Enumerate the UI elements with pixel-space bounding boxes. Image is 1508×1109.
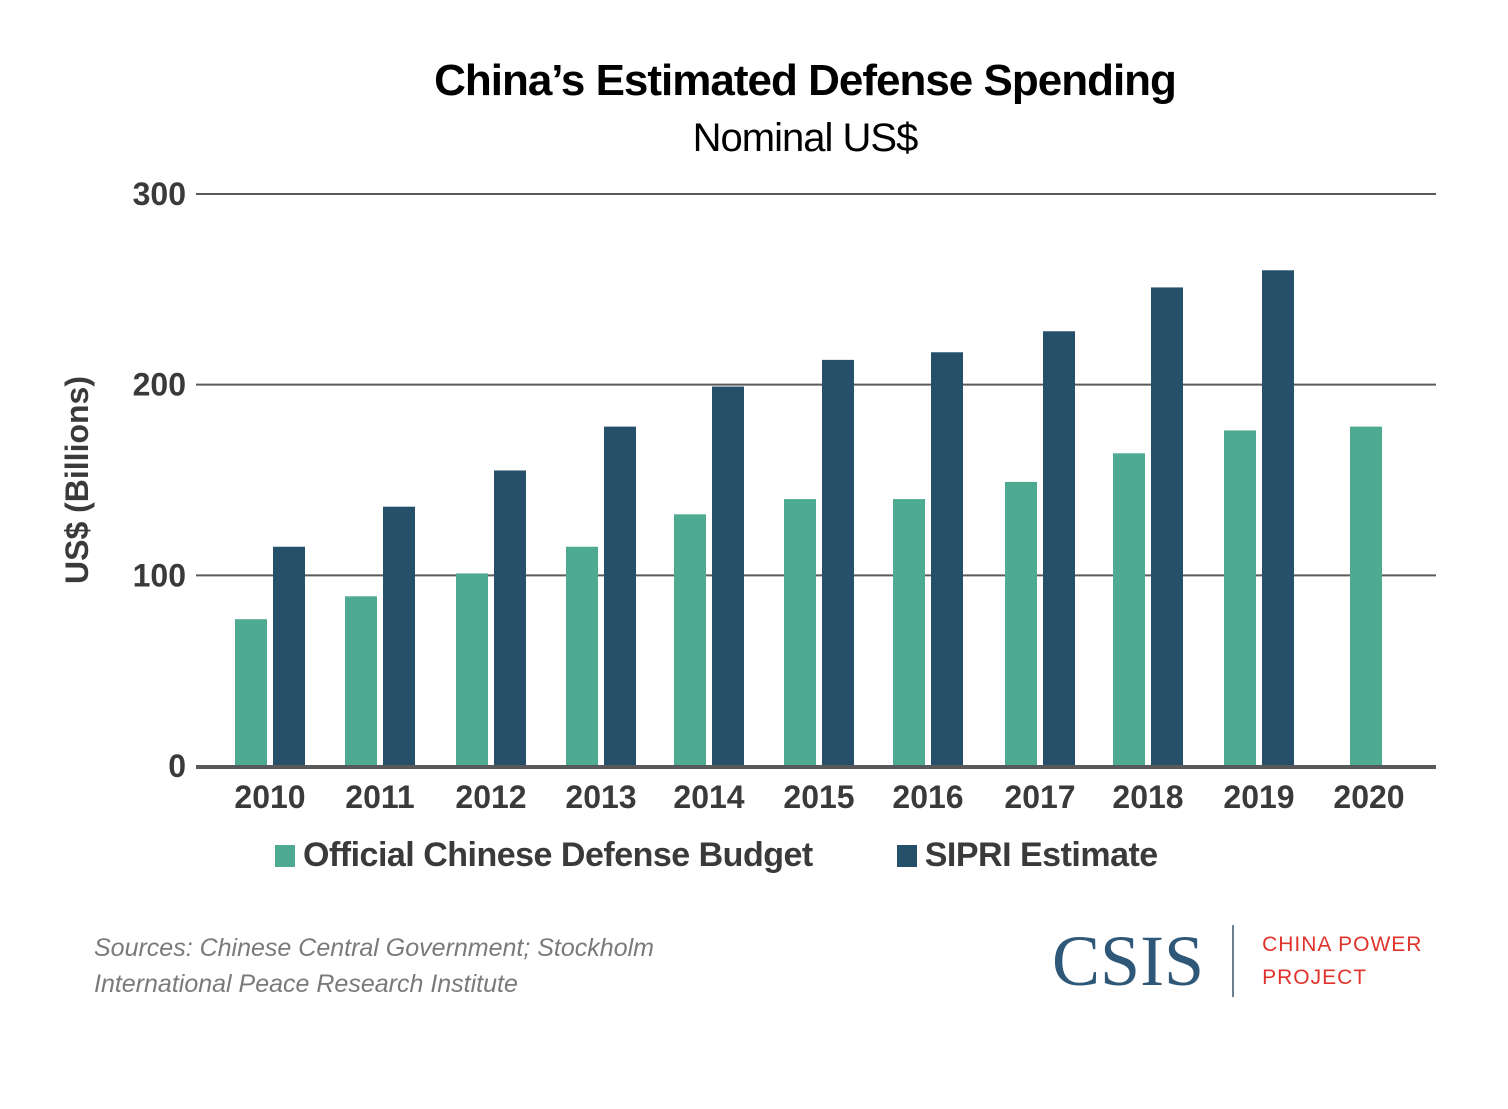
x-tick-label: 2010 (234, 779, 305, 815)
bar-official-2020 (1350, 426, 1382, 766)
project-line-2: PROJECT (1262, 966, 1368, 989)
bar-official-2019 (1224, 430, 1256, 766)
bar-official-2018 (1113, 453, 1145, 766)
bar-official-2011 (345, 596, 377, 766)
y-tick-label: 0 (168, 748, 186, 784)
bar-sipri-2018 (1151, 287, 1183, 766)
y-axis-label: US$ (Billions) (59, 376, 95, 584)
logo-csis-text: CSIS (1052, 921, 1205, 1001)
x-tick-label: 2011 (345, 779, 414, 815)
sources-note: Sources: Chinese Central Government; Sto… (94, 930, 654, 1002)
chart-title: China’s Estimated Defense Spending (434, 56, 1177, 105)
legend-item-official: Official Chinese Defense Budget (275, 836, 813, 875)
bar-official-2016 (893, 499, 925, 766)
bar-official-2010 (235, 619, 267, 766)
sources-line-2: International Peace Research Institute (94, 970, 518, 998)
legend: Official Chinese Defense Budget SIPRI Es… (275, 836, 1158, 875)
bar-sipri-2015 (822, 359, 854, 766)
x-tick-label: 2013 (565, 779, 636, 815)
legend-swatch-sipri (896, 844, 917, 867)
legend-swatch-official (275, 844, 295, 867)
bar-sipri-2014 (712, 386, 744, 766)
legend-label-official: Official Chinese Defense Budget (303, 836, 813, 874)
bar-official-2015 (784, 499, 816, 766)
bar-sipri-2016 (931, 352, 963, 766)
bar-official-2017 (1005, 481, 1037, 766)
logo-project-text: CHINA POWER PROJECT (1262, 928, 1422, 994)
x-tick-label: 2012 (455, 779, 526, 815)
sources-line-1: Sources: Chinese Central Government; Sto… (94, 934, 654, 962)
csis-logo: CSIS CHINA POWER PROJECT (1052, 925, 1422, 997)
bar-sipri-2013 (604, 426, 636, 766)
legend-label-sipri: SIPRI Estimate (924, 836, 1158, 874)
bar-official-2013 (566, 546, 598, 766)
x-tick-label: 2016 (892, 779, 963, 815)
bar-sipri-2012 (494, 470, 526, 766)
bar-sipri-2017 (1043, 331, 1075, 766)
x-tick-label: 2020 (1333, 779, 1404, 815)
logo-divider (1232, 925, 1235, 997)
project-line-1: CHINA POWER (1262, 933, 1423, 956)
bar-sipri-2010 (273, 546, 305, 766)
x-tick-label: 2014 (673, 779, 744, 815)
x-axis-ticks: 2010 2011 2012 2013 2014 2015 2016 2017 2018 2019… (234, 779, 1404, 815)
bars (235, 270, 1382, 766)
y-axis-ticks: 0 100 200 300 (133, 176, 186, 784)
y-tick-label: 300 (133, 176, 186, 212)
x-tick-label: 2015 (783, 779, 854, 815)
bar-sipri-2019 (1262, 270, 1294, 766)
x-tick-label: 2017 (1004, 779, 1075, 815)
y-tick-label: 100 (133, 557, 186, 593)
bar-official-2014 (674, 514, 706, 766)
legend-item-sipri: SIPRI Estimate (896, 836, 1158, 875)
y-tick-label: 200 (133, 367, 186, 403)
chart-subtitle: Nominal US$ (692, 116, 919, 160)
x-tick-label: 2019 (1223, 779, 1294, 815)
bar-official-2012 (456, 573, 488, 766)
bar-sipri-2011 (383, 506, 415, 766)
x-tick-label: 2018 (1112, 779, 1183, 815)
